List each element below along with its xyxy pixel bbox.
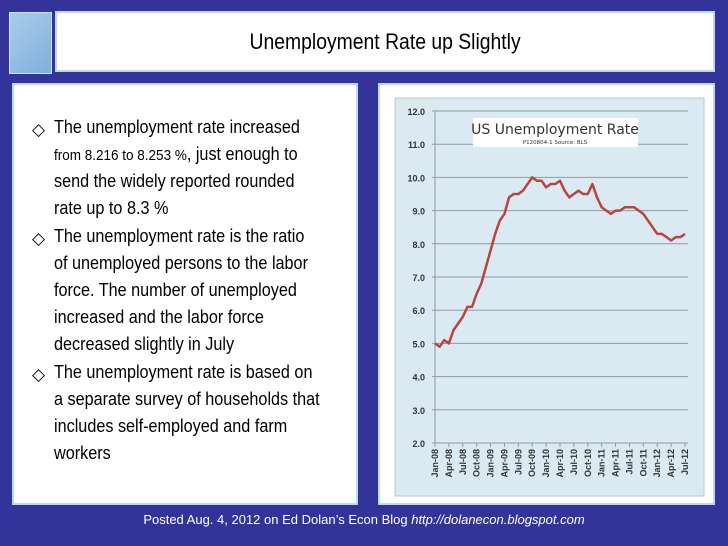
x-tick-label: Jul-12 <box>680 449 690 475</box>
y-tick-label: 6.0 <box>412 306 425 316</box>
x-tick-label: Jul-09 <box>513 449 523 475</box>
diamond-bullet-icon: ◇ <box>32 229 46 248</box>
bullet-line: The unemployment rate is the ratio <box>54 226 305 246</box>
bullet-line: force. The number of unemployed <box>54 280 297 300</box>
x-tick-label: Oct-09 <box>527 449 537 477</box>
y-tick-label: 9.0 <box>412 207 425 217</box>
x-tick-label: Apr-09 <box>499 449 509 478</box>
bullet-line: The unemployment rate increased <box>54 117 300 137</box>
footer: Posted Aug. 4, 2012 on Ed Dolan’s Econ B… <box>0 512 728 527</box>
chart-title: US Unemployment Rate <box>471 122 639 138</box>
diamond-bullet-icon: ◇ <box>32 120 46 139</box>
x-tick-label: Apr-12 <box>666 449 676 478</box>
bullet-text: , just enough to <box>186 144 298 164</box>
x-tick-label: Jul-10 <box>569 449 579 475</box>
chart-subtitle: P120804-1 Source: BLS <box>523 140 588 146</box>
bullet-line: increased and the labor force <box>54 307 264 327</box>
x-tick-label: Oct-11 <box>638 449 648 477</box>
x-tick-label: Jan-10 <box>541 449 551 478</box>
chart-title-box <box>473 118 638 147</box>
x-tick-label: Jul-11 <box>624 449 634 475</box>
x-tick-label: Apr-10 <box>555 449 565 478</box>
y-tick-label: 5.0 <box>412 339 425 349</box>
x-tick-label: Apr-08 <box>444 449 454 478</box>
bullet-line: of unemployed persons to the labor <box>54 253 308 273</box>
x-tick-label: Oct-08 <box>472 449 482 477</box>
y-tick-label: 12.0 <box>407 107 425 117</box>
bullet-line: includes self-employed and farm <box>54 416 288 436</box>
x-tick-label: Jan-09 <box>486 449 496 478</box>
bullet-line: The unemployment rate is based on <box>54 362 313 382</box>
bullet-line: rate up to 8.3 % <box>54 198 169 218</box>
footer-url[interactable]: http://dolanecon.blogspot.com <box>411 512 585 527</box>
x-tick-label: Jan-11 <box>597 449 607 477</box>
diamond-bullet-icon: ◇ <box>32 365 46 384</box>
bullet-line: a separate survey of households that <box>54 389 320 409</box>
slide-title: Unemployment Rate up Slightly <box>249 28 521 54</box>
bullet-small-text: from 8.216 to 8.253 % <box>54 147 187 164</box>
footer-text: Posted Aug. 4, 2012 on Ed Dolan’s Econ B… <box>143 512 412 527</box>
y-tick-label: 8.0 <box>412 240 425 250</box>
x-tick-label: Jan-12 <box>652 449 662 478</box>
text-panel: ◇ The unemployment rate increased from 8.2… <box>12 83 358 505</box>
bullet-line: workers <box>54 443 111 463</box>
y-tick-label: 4.0 <box>412 373 425 383</box>
bullet-line: from 8.216 to 8.253 %, just enough to <box>54 141 298 169</box>
x-tick-label: Apr-11 <box>611 449 621 477</box>
y-tick-label: 3.0 <box>412 406 425 416</box>
bullet-line: send the widely reported rounded <box>54 171 295 191</box>
bullet-line: decreased slightly in July <box>54 334 235 354</box>
title-box: Unemployment Rate up Slightly <box>55 11 715 72</box>
y-tick-label: 10.0 <box>407 173 425 183</box>
chart-frame <box>394 97 705 497</box>
logo-image <box>9 12 52 74</box>
y-tick-label: 7.0 <box>412 273 425 283</box>
x-tick-label: Jan-08 <box>430 449 440 478</box>
y-tick-label: 11.0 <box>408 140 425 150</box>
y-tick-label: 2.0 <box>412 439 425 449</box>
x-tick-label: Oct-10 <box>583 449 593 477</box>
chart-panel: 2.0 3.0 4.0 5.0 6.0 7.0 8.0 9.0 10.0 11.0 12.0 Jan-… <box>378 83 715 505</box>
unemployment-chart: 2.0 3.0 4.0 5.0 6.0 7.0 8.0 9.0 10.0 11.0 12.0 Jan-… <box>394 97 705 497</box>
x-tick-label: Jul-08 <box>458 449 468 475</box>
